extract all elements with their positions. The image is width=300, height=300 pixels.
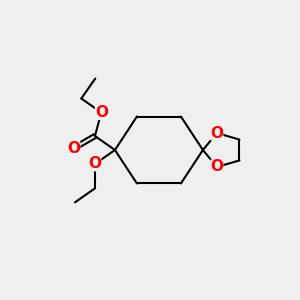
Text: O: O xyxy=(210,159,224,174)
Text: O: O xyxy=(210,126,224,141)
Text: O: O xyxy=(68,141,80,156)
Text: O: O xyxy=(88,157,101,172)
Text: O: O xyxy=(95,105,108,120)
